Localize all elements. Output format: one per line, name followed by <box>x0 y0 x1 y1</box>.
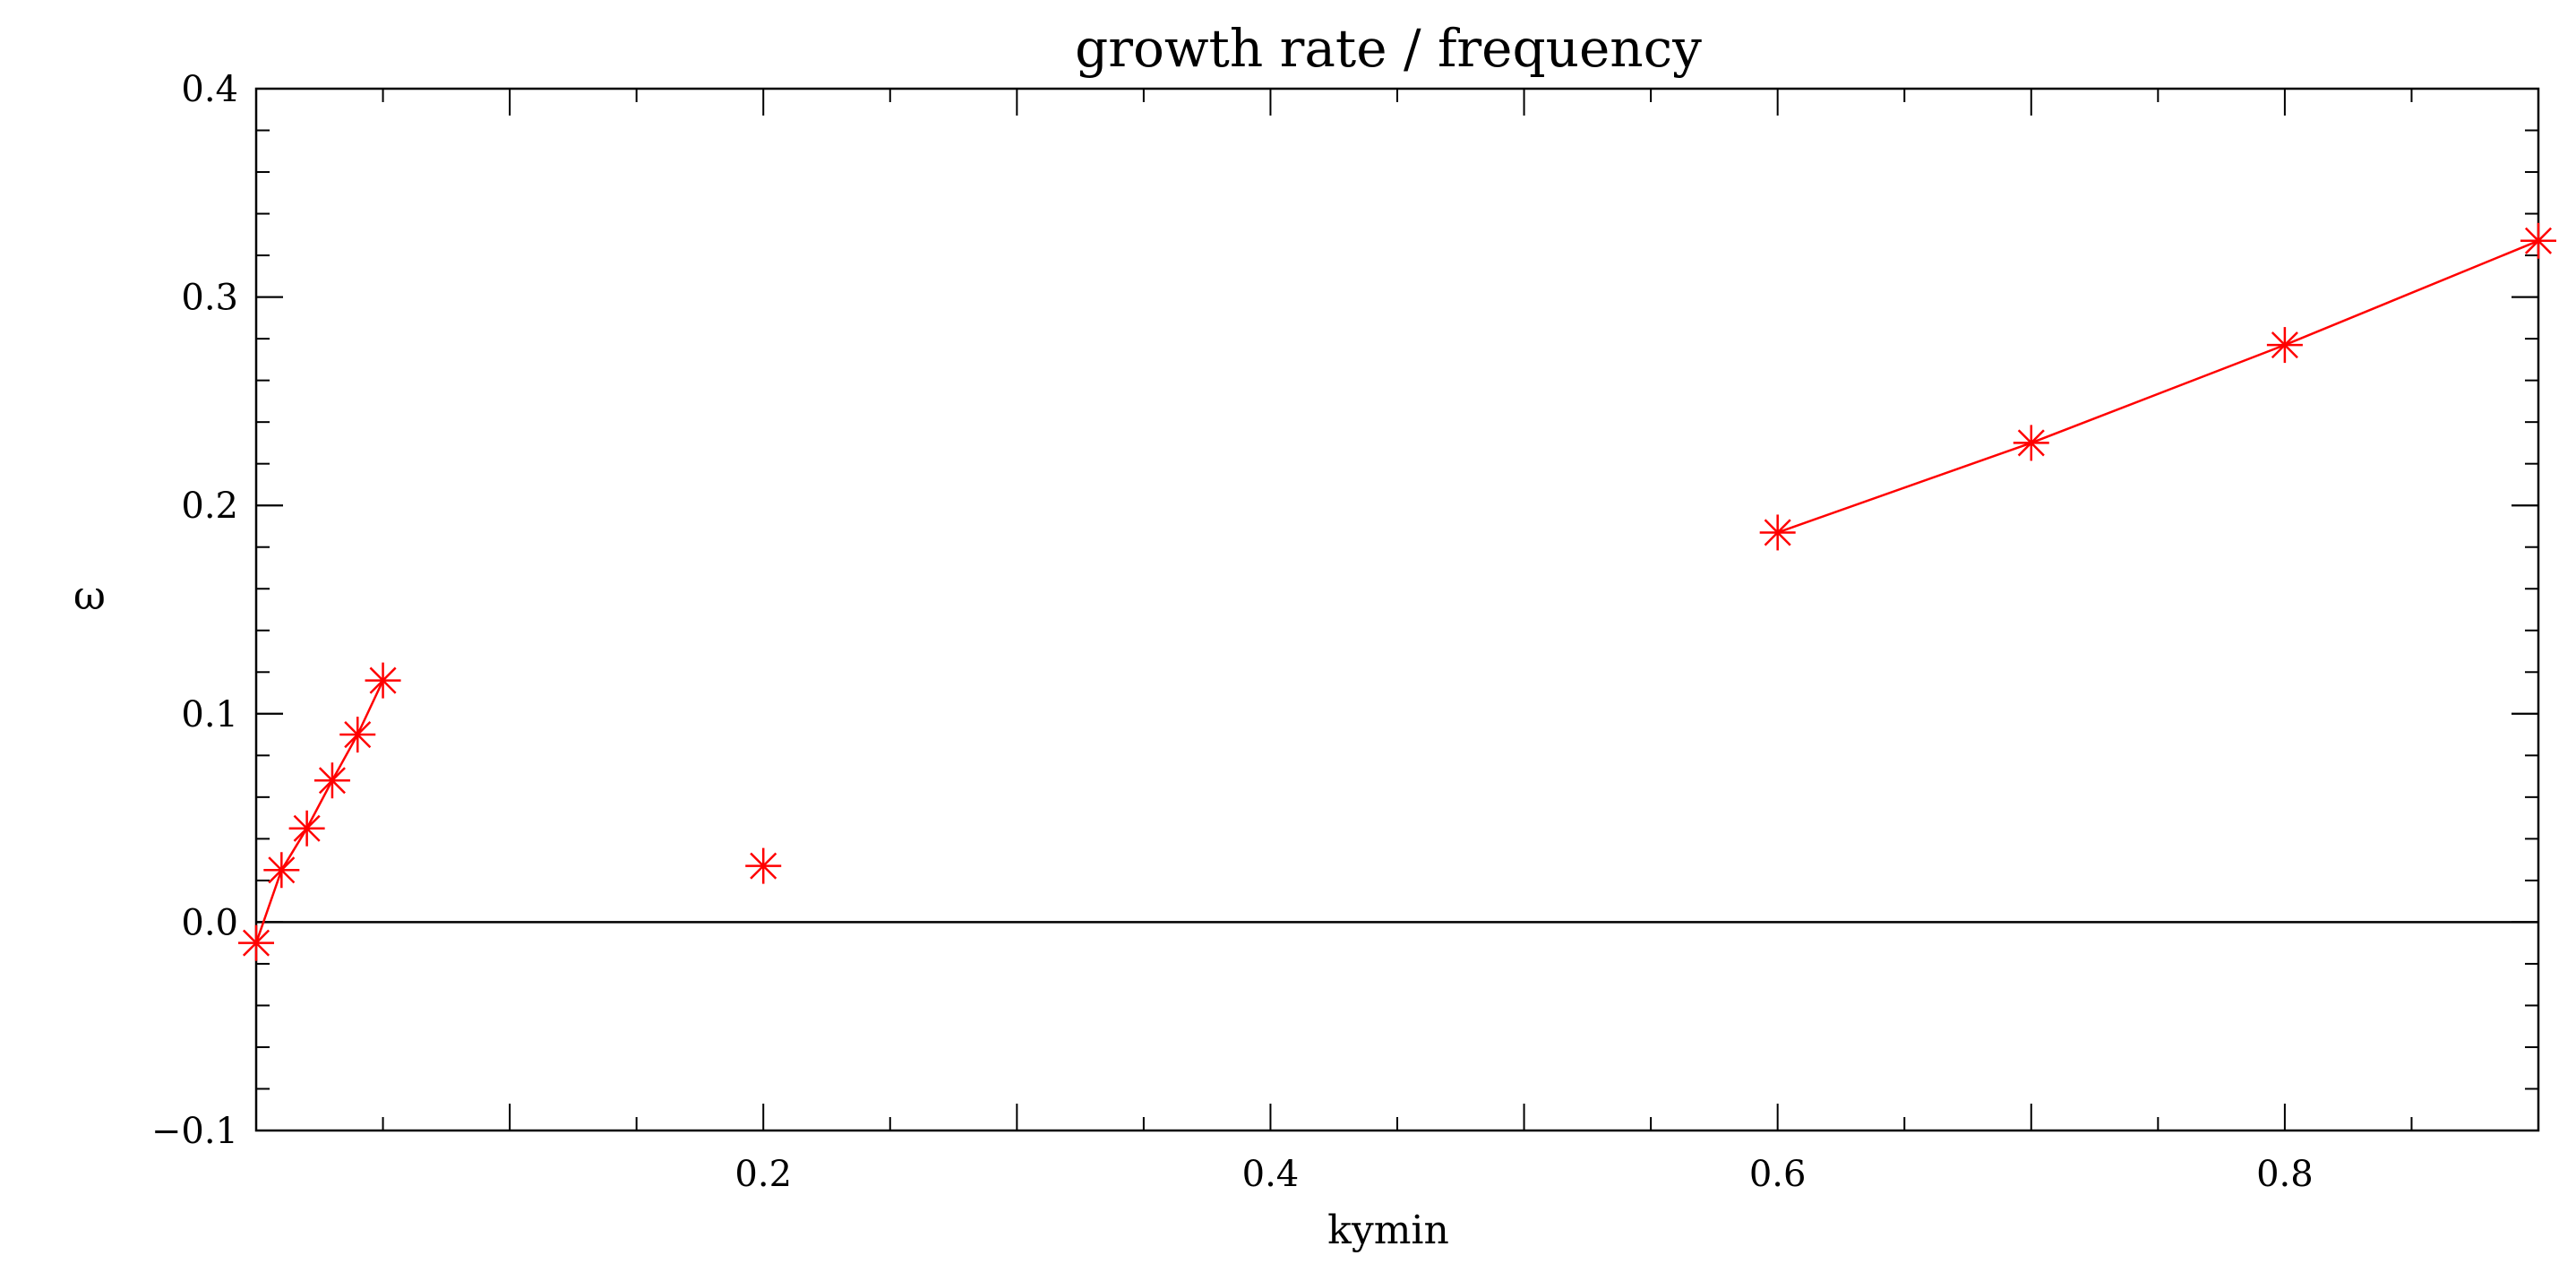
data-point-stroke <box>2017 429 2045 457</box>
data-point <box>339 717 376 753</box>
plot-frame <box>254 87 2540 1132</box>
y-axis-label: ω <box>73 573 106 619</box>
data-point-stroke <box>369 666 397 694</box>
y-tick-label: 0.3 <box>181 278 238 319</box>
data-point-stroke <box>318 767 346 795</box>
data-point <box>2013 425 2049 461</box>
data-point <box>313 762 350 799</box>
data-point <box>288 810 325 847</box>
data-point <box>1759 514 1796 551</box>
data-point <box>263 852 300 889</box>
y-tick-label: 0.1 <box>181 694 238 735</box>
x-tick-label: 0.6 <box>1749 1154 1807 1195</box>
x-axis-label: kymin <box>1327 1208 1449 1253</box>
data-point-stroke <box>2271 331 2298 359</box>
y-tick-label: −0.1 <box>151 1111 238 1152</box>
chart-title: growth rate / frequency <box>1075 18 1702 79</box>
data-point <box>238 924 274 961</box>
tick-labels: 0.2 0.4 0.6 0.8 −0.1 0.0 0.1 0.2 0.3 0.4 <box>151 69 2314 1195</box>
x-tick-label: 0.8 <box>2256 1154 2314 1195</box>
data-point-stroke <box>268 856 296 884</box>
plot-border <box>254 87 2540 1132</box>
x-tick-label: 0.4 <box>1242 1154 1300 1195</box>
y-tick-label: 0.4 <box>181 69 238 110</box>
y-tick-label: 0.2 <box>181 486 238 527</box>
data-point-stroke <box>2524 227 2553 254</box>
series-line <box>254 680 384 944</box>
series-red <box>238 222 2556 961</box>
major-ticks <box>256 88 2538 1131</box>
data-point <box>2266 327 2303 364</box>
data-point <box>745 847 782 884</box>
data-point-stroke <box>344 721 372 749</box>
data-point <box>365 662 401 699</box>
data-point-stroke <box>750 852 777 880</box>
data-point-stroke <box>1764 519 1791 546</box>
data-point-stroke <box>242 929 270 957</box>
y-tick-label: 0.0 <box>181 902 238 943</box>
x-tick-label: 0.2 <box>734 1154 792 1195</box>
series-line <box>1777 239 2539 534</box>
data-point-stroke <box>293 814 321 842</box>
minor-ticks <box>256 89 2538 1131</box>
data-point <box>2520 222 2556 259</box>
